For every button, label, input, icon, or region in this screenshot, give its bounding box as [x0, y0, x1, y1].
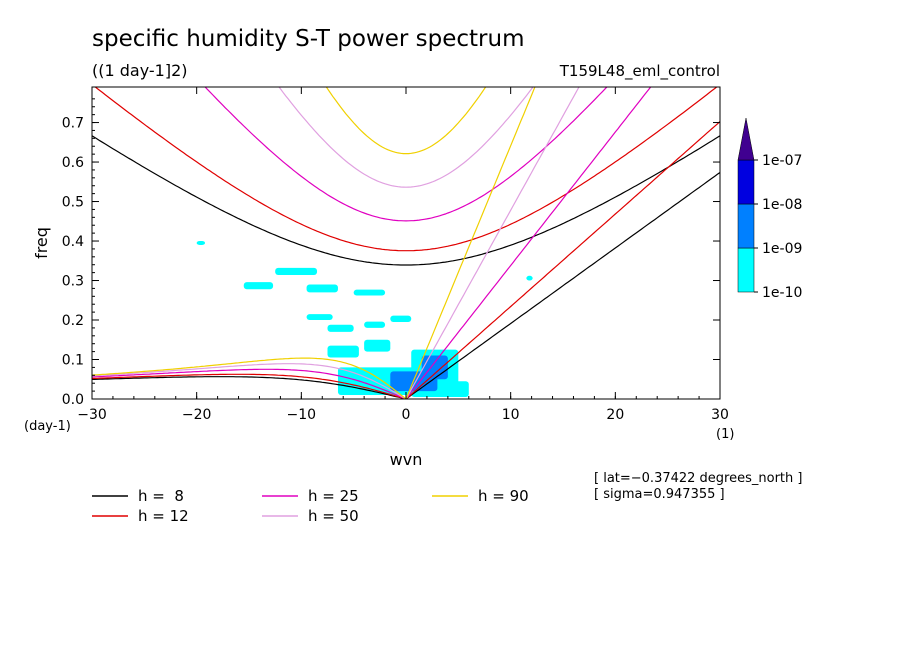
curve-ig-h90	[325, 87, 487, 155]
curve-kelvin-h25	[405, 87, 652, 399]
colorbar-swatch	[737, 159, 755, 205]
info-lat: [ lat=−0.37422 degrees_north ]	[594, 471, 802, 486]
plot-frame	[91, 86, 721, 400]
colorbar-swatch	[737, 203, 755, 249]
shading-patch	[327, 324, 354, 332]
chart-title: specific humidity S-T power spectrum	[92, 26, 524, 52]
curve-rossby-h8	[92, 376, 407, 399]
shading-patch	[364, 339, 391, 352]
curve-rossby-h90	[92, 357, 407, 399]
colorbar-label: 1e-09	[762, 241, 802, 257]
colorbar-swatch	[737, 247, 755, 293]
curve-ig-h25	[204, 87, 608, 222]
y-axis-ticks: 0.0 0.1 0.2 0.3 0.4 0.5 0.6 0.7	[62, 98, 720, 408]
x-tick-label: 0	[402, 407, 411, 423]
shading-layer	[196, 241, 533, 398]
colorbar-label: 1e-10	[762, 285, 802, 301]
curve-kelvin-h50	[405, 87, 580, 399]
colorbar-label: 1e-08	[762, 197, 802, 213]
y-axis-label: freq	[32, 227, 51, 259]
legend-label: h = 50	[308, 507, 359, 525]
curve-ig-h50	[278, 87, 534, 188]
y-tick-label: 0.4	[62, 234, 84, 250]
shading-patch	[390, 315, 412, 322]
info-sigma: [ sigma=0.947355 ]	[594, 487, 725, 502]
colorbar-label: 1e-07	[762, 153, 802, 169]
curve-rossby-h25	[92, 368, 407, 399]
x-tick-label: 20	[606, 407, 624, 423]
dispersion-curves	[92, 87, 720, 399]
x-tick-label: −30	[77, 407, 107, 423]
legend-label: h = 25	[308, 487, 359, 505]
shading-patch	[306, 284, 338, 293]
legend: h = 8 h = 12 h = 25 h = 50 h = 90	[92, 487, 529, 525]
legend-label: h = 90	[478, 487, 529, 505]
shading-patch	[442, 381, 469, 398]
y-tick-label: 0.5	[62, 195, 84, 211]
curve-kelvin-h90	[405, 87, 536, 399]
curve-rossby-h50	[92, 363, 407, 399]
shading-patch	[196, 241, 206, 245]
curve-rossby-h12	[92, 373, 407, 399]
curve-kelvin-h12	[405, 121, 720, 399]
shading-patch	[353, 289, 386, 296]
x-tick-label: 10	[502, 407, 520, 423]
y-tick-label: 0.3	[62, 274, 84, 290]
shading-patch	[327, 345, 359, 358]
legend-label: h = 8	[138, 487, 184, 505]
y-axis-unit: (day-1)	[24, 419, 71, 434]
x-axis-ticks: −30 −20 −10 0 10 20 30	[77, 87, 729, 423]
curve-ig-h12	[94, 87, 718, 252]
x-tick-label: −20	[182, 407, 212, 423]
x-tick-label: 30	[711, 407, 729, 423]
x-tick-label: −10	[287, 407, 317, 423]
y-tick-label: 0.2	[62, 313, 84, 329]
shading-patch	[364, 321, 386, 328]
shading-patch	[526, 275, 533, 281]
colorbar: 1e-10 1e-09 1e-08 1e-07	[737, 117, 802, 301]
chart-subtitle: ((1 day-1]2)	[92, 61, 188, 80]
y-tick-label: 0.7	[62, 116, 84, 132]
y-tick-label: 0.0	[62, 392, 84, 408]
x-axis-unit: (1)	[716, 427, 734, 442]
shading-patch	[306, 314, 333, 321]
x-axis-label: wvn	[390, 450, 423, 469]
legend-label: h = 12	[138, 507, 189, 525]
y-tick-label: 0.1	[62, 353, 84, 369]
shading-patch	[243, 282, 274, 290]
y-tick-label: 0.6	[62, 155, 84, 171]
curve-ig-h8	[92, 135, 720, 266]
shading-patch	[275, 267, 318, 275]
colorbar-arrow	[737, 117, 755, 161]
curve-kelvin-h8	[405, 172, 720, 399]
run-label: T159L48_eml_control	[559, 62, 720, 81]
shading-patch-dark	[421, 355, 448, 380]
